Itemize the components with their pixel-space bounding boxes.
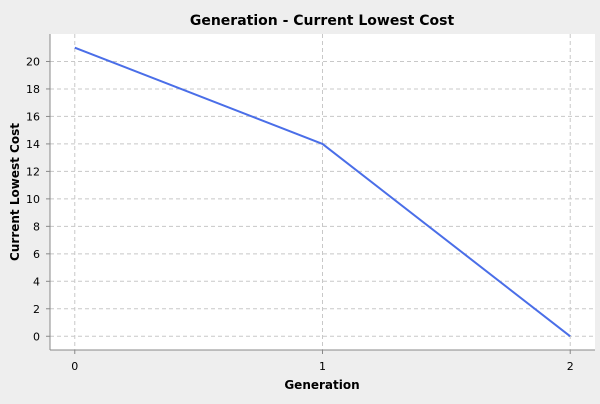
x-tick-label: 0 <box>71 360 78 373</box>
y-axis-label: Current Lowest Cost <box>8 123 22 261</box>
data-series <box>74 46 571 338</box>
y-tick-label: 18 <box>26 83 40 96</box>
y-tick-label: 0 <box>33 330 40 343</box>
x-axis-label: Generation <box>284 378 359 392</box>
y-tick-label: 14 <box>26 138 40 151</box>
y-tick-label: 2 <box>33 303 40 316</box>
y-tick-label: 20 <box>26 55 40 68</box>
axes <box>46 34 595 354</box>
grid-lines <box>50 34 595 350</box>
chart-title: Generation - Current Lowest Cost <box>190 13 455 29</box>
x-tick-label: 1 <box>319 360 326 373</box>
y-tick-label: 12 <box>26 165 40 178</box>
y-tick-label: 4 <box>33 275 40 288</box>
y-tick-label: 6 <box>33 248 40 261</box>
x-tick-label: 2 <box>567 360 574 373</box>
series-line <box>74 46 571 338</box>
y-tick-label: 8 <box>33 220 40 233</box>
y-tick-label: 10 <box>26 193 40 206</box>
y-tick-label: 16 <box>26 110 40 123</box>
